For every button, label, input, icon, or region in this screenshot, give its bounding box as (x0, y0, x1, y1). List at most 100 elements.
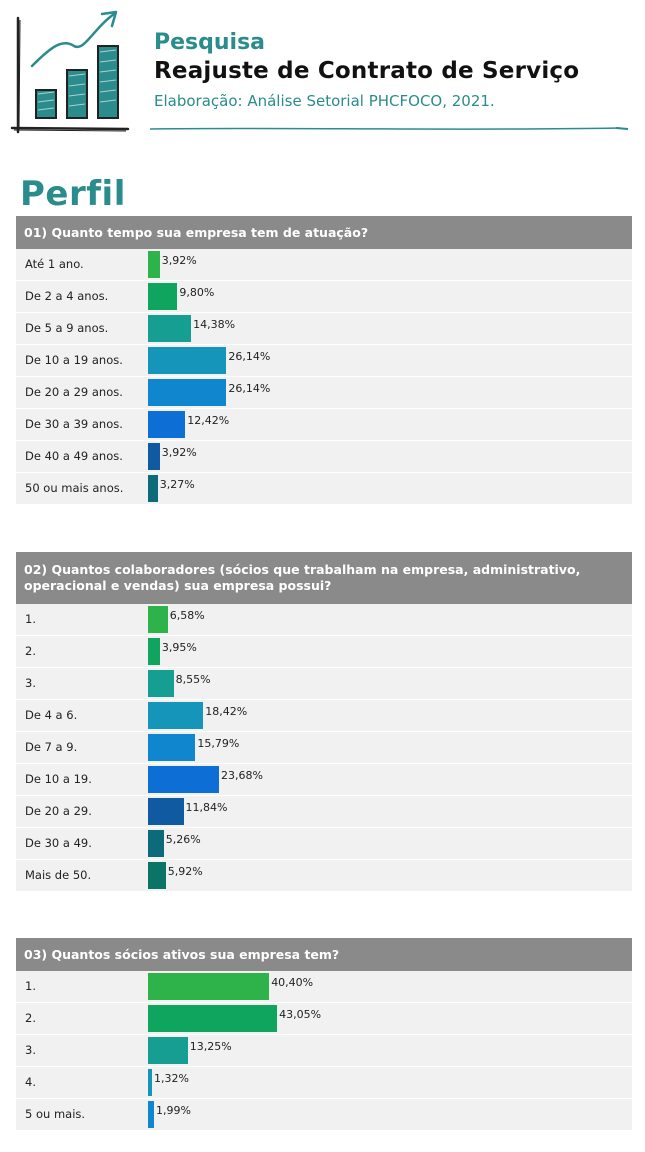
category-label: 2. (25, 1011, 36, 1025)
bar (148, 251, 160, 278)
value-label: 15,79% (197, 737, 240, 750)
bar (148, 1069, 152, 1096)
bar-row: Até 1 ano. 3,92% (16, 249, 632, 281)
bar (148, 670, 174, 697)
bar-row: 4. 1,32% (16, 1067, 632, 1099)
bar-row: 50 ou mais anos. 3,27% (16, 473, 632, 505)
value-label: 11,84% (185, 801, 228, 814)
category-label: De 2 a 4 anos. (25, 289, 109, 303)
bar (148, 830, 164, 857)
bar (148, 315, 192, 342)
value-label: 8,55% (175, 673, 211, 686)
growth-chart-icon (10, 10, 130, 134)
value-label: 12,42% (187, 414, 230, 427)
category-label: De 5 a 9 anos. (25, 321, 109, 335)
chart-q01: 01) Quanto tempo sua empresa tem de atua… (16, 216, 632, 505)
header-source: Elaboração: Análise Setorial PHCFOCO, 20… (154, 92, 495, 110)
value-label: 1,99% (155, 1104, 191, 1117)
bar (148, 379, 227, 406)
page-header: Pesquisa Reajuste de Contrato de Serviço… (0, 0, 645, 150)
bar-row: De 7 a 9. 15,79% (16, 732, 632, 764)
category-label: De 7 a 9. (25, 740, 78, 754)
category-label: De 30 a 49. (25, 836, 92, 850)
value-label: 18,42% (205, 705, 248, 718)
category-label: De 4 a 6. (25, 708, 78, 722)
question-header: 03) Quantos sócios ativos sua empresa te… (16, 938, 632, 971)
category-label: 4. (25, 1075, 36, 1089)
value-label: 40,40% (271, 976, 314, 989)
bar (148, 443, 160, 470)
value-label: 9,80% (179, 286, 215, 299)
value-label: 14,38% (193, 318, 236, 331)
category-label: 2. (25, 644, 36, 658)
bar-row: De 30 a 49. 5,26% (16, 828, 632, 860)
bar (148, 283, 178, 310)
bar (148, 347, 227, 374)
category-label: De 10 a 19 anos. (25, 353, 123, 367)
bar-row: De 30 a 39 anos. 12,42% (16, 409, 632, 441)
bar-row: De 2 a 4 anos. 9,80% (16, 281, 632, 313)
section-title: Perfil (20, 174, 126, 214)
bar (148, 702, 204, 729)
value-label: 26,14% (228, 382, 271, 395)
category-label: De 10 a 19. (25, 772, 92, 786)
bar-row: 3. 13,25% (16, 1035, 632, 1067)
category-label: De 30 a 39 anos. (25, 417, 123, 431)
bar-row: De 20 a 29 anos. 26,14% (16, 377, 632, 409)
bar (148, 475, 158, 502)
value-label: 3,27% (159, 478, 195, 491)
bar-row: 2. 3,95% (16, 636, 632, 668)
bar (148, 973, 270, 1000)
value-label: 6,58% (169, 609, 205, 622)
chart-q03: 03) Quantos sócios ativos sua empresa te… (16, 938, 632, 1131)
value-label: 3,95% (161, 641, 197, 654)
bar-row: De 10 a 19 anos. 26,14% (16, 345, 632, 377)
category-label: De 20 a 29. (25, 804, 92, 818)
value-label: 3,92% (161, 254, 197, 267)
bar (148, 862, 166, 889)
category-label: Até 1 ano. (25, 257, 84, 271)
header-underline (150, 127, 629, 130)
bar-row: 5 ou mais. 1,99% (16, 1099, 632, 1131)
category-label: 3. (25, 1043, 36, 1057)
bar (148, 1005, 278, 1032)
bar-row: 1. 40,40% (16, 971, 632, 1003)
header-subtitle: Reajuste de Contrato de Serviço (154, 58, 580, 84)
category-label: 50 ou mais anos. (25, 481, 124, 495)
category-label: De 20 a 29 anos. (25, 385, 123, 399)
bar-row: De 20 a 29. 11,84% (16, 796, 632, 828)
bar (148, 1037, 188, 1064)
bar (148, 734, 196, 761)
bar-row: 2. 43,05% (16, 1003, 632, 1035)
value-label: 23,68% (221, 769, 263, 782)
value-label: 5,26% (165, 833, 201, 846)
header-title: Pesquisa (154, 30, 266, 55)
value-label: 26,14% (228, 350, 271, 363)
category-label: De 40 a 49 anos. (25, 449, 123, 463)
bar-row: 1. 6,58% (16, 604, 632, 636)
value-label: 1,32% (153, 1072, 189, 1085)
bar-row: De 10 a 19. 23,68% (16, 764, 632, 796)
question-header: 01) Quanto tempo sua empresa tem de atua… (16, 216, 632, 249)
bar (148, 606, 168, 633)
category-label: 5 ou mais. (25, 1107, 86, 1121)
bar (148, 638, 160, 665)
bar-row: De 40 a 49 anos. 3,92% (16, 441, 632, 473)
bar-row: 3. 8,55% (16, 668, 632, 700)
bar-row: De 5 a 9 anos. 14,38% (16, 313, 632, 345)
value-label: 13,25% (189, 1040, 232, 1053)
category-label: 1. (25, 612, 36, 626)
value-label: 43,05% (279, 1008, 322, 1021)
bar (148, 411, 186, 438)
chart-q02: 02) Quantos colaboradores (sócios que tr… (16, 552, 632, 892)
category-label: Mais de 50. (25, 868, 92, 882)
value-label: 5,92% (167, 865, 203, 878)
category-label: 3. (25, 676, 36, 690)
bar-row: De 4 a 6. 18,42% (16, 700, 632, 732)
value-label: 3,92% (161, 446, 197, 459)
bar (148, 1101, 154, 1128)
category-label: 1. (25, 979, 36, 993)
question-header: 02) Quantos colaboradores (sócios que tr… (16, 552, 632, 604)
bar (148, 766, 220, 793)
bar-row: Mais de 50. 5,92% (16, 860, 632, 892)
